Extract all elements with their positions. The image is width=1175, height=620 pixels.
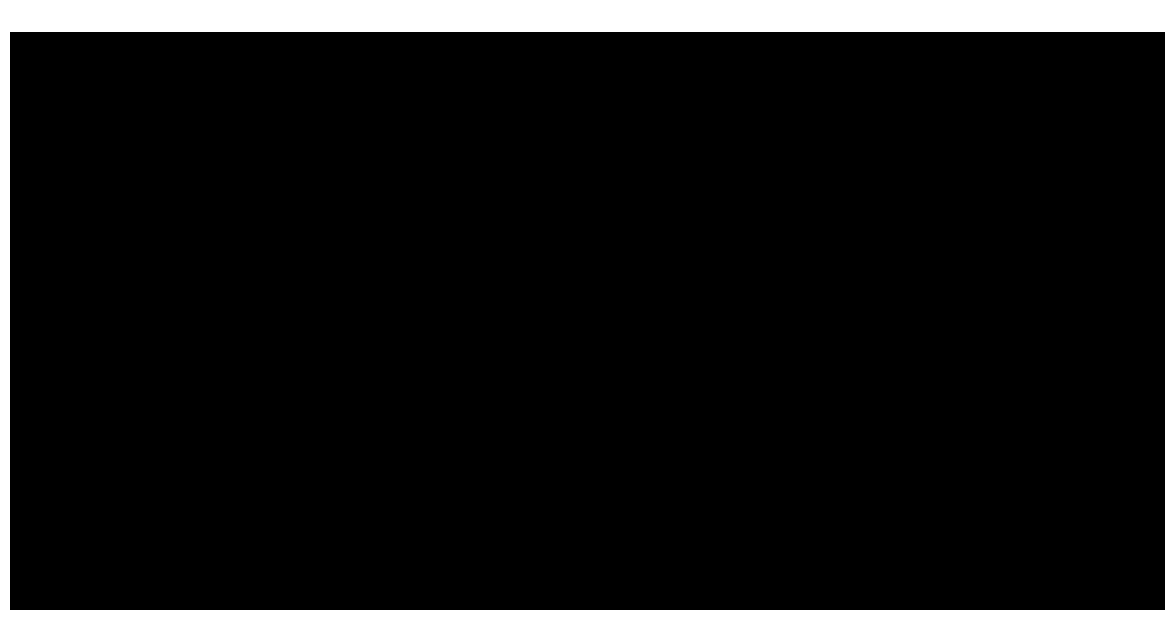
word-cloud-canvas [10,32,1165,610]
word-cloud [10,32,1165,610]
